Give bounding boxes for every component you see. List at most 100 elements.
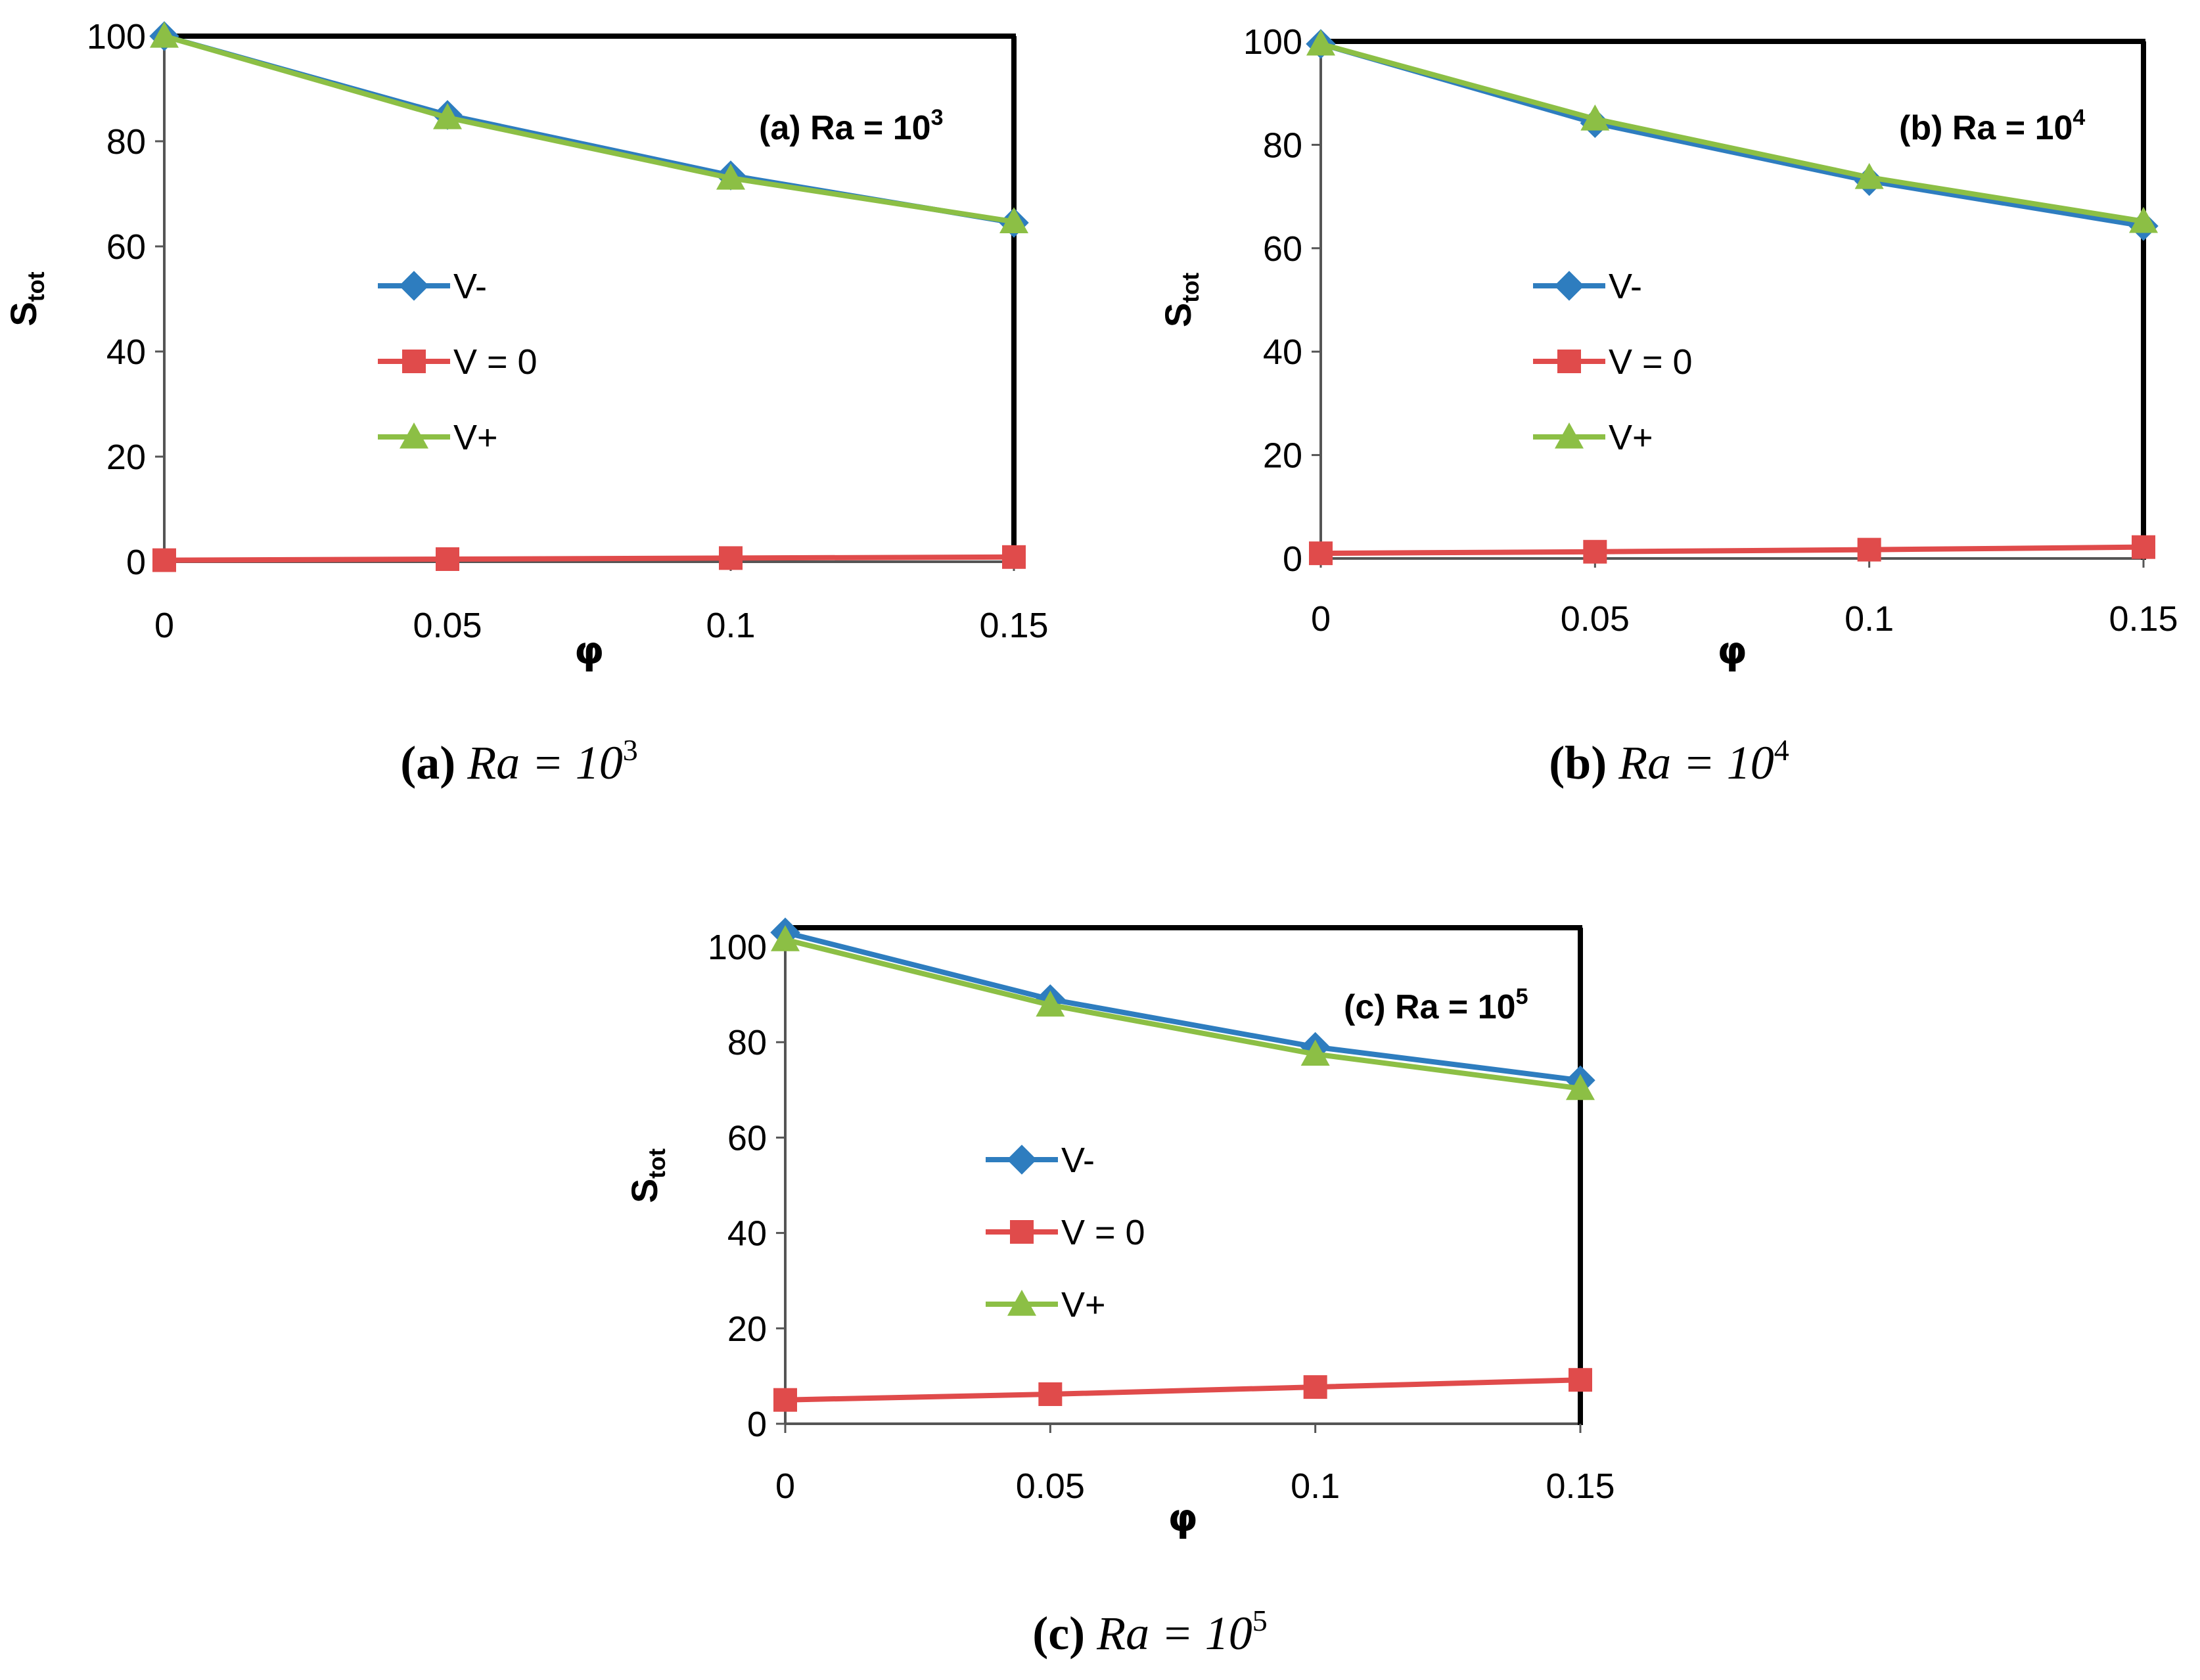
panel-caption-label: (b) bbox=[1549, 737, 1607, 789]
data-point-v-zero bbox=[1002, 545, 1026, 569]
x-tick-label: 0 bbox=[154, 606, 174, 645]
legend-marker bbox=[1010, 1220, 1034, 1244]
panel-annotation-superscript: 4 bbox=[2073, 105, 2085, 130]
y-tick-label: 20 bbox=[106, 438, 146, 477]
x-tick-label: 0.05 bbox=[1016, 1466, 1085, 1506]
y-axis-label: Stot bbox=[3, 271, 49, 326]
panel-caption: (a) Ra = 103 bbox=[400, 733, 638, 789]
y-tick-label: 100 bbox=[87, 17, 146, 57]
y-axis-label: Stot bbox=[624, 1148, 670, 1203]
y-axis-label-subscript: tot bbox=[1177, 273, 1204, 303]
legend-label: V- bbox=[1061, 1141, 1095, 1180]
legend-label: V = 0 bbox=[1609, 342, 1693, 382]
legend-marker bbox=[1555, 422, 1584, 449]
series-line-v-plus bbox=[163, 34, 1015, 225]
y-axis-label: Stot bbox=[1157, 273, 1204, 327]
chart-panel-a: 0 20 40 60 80 100 0 0.05 0.1 0.15 φ Stot (a) Ra = 10… bbox=[3, 17, 1049, 789]
legend-label: V = 0 bbox=[453, 342, 538, 382]
data-point-v-zero bbox=[2132, 535, 2155, 559]
series-line-v-zero bbox=[1320, 544, 2144, 556]
data-point-v-zero bbox=[1857, 537, 1881, 562]
y-tick-label: 100 bbox=[708, 928, 767, 967]
panel-annotation: (c) Ra = 105 bbox=[1344, 984, 1528, 1026]
panel-caption-equation: Ra = 10 bbox=[1618, 737, 1774, 789]
panel-caption-equation: Ra = 10 bbox=[467, 737, 623, 789]
y-tick-label: 80 bbox=[106, 122, 146, 162]
panel-caption-superscript: 3 bbox=[623, 733, 638, 767]
legend-label: V- bbox=[1609, 267, 1642, 306]
data-point-v-plus bbox=[1566, 1074, 1595, 1101]
panel-annotation-text: (c) Ra = 10 bbox=[1344, 988, 1516, 1026]
x-tick-label: 0.1 bbox=[1291, 1466, 1340, 1506]
x-tick-label: 0.15 bbox=[2109, 599, 2178, 639]
legend-label: V+ bbox=[453, 418, 498, 457]
y-tick-label: 0 bbox=[1283, 539, 1302, 579]
data-point-v-plus bbox=[2129, 206, 2158, 233]
legend-marker bbox=[402, 350, 426, 373]
y-tick-label: 80 bbox=[727, 1023, 767, 1062]
y-tick-label: 80 bbox=[1263, 125, 1302, 165]
y-axis-label-main: S bbox=[624, 1179, 665, 1203]
legend-label: V- bbox=[453, 267, 487, 306]
data-point-v-zero bbox=[1309, 541, 1333, 566]
y-axis-label-subscript: tot bbox=[22, 271, 49, 302]
x-tick-label: 0.05 bbox=[1561, 599, 1630, 639]
legend-marker bbox=[400, 422, 428, 449]
x-tick-label: 0.15 bbox=[1546, 1466, 1615, 1506]
y-tick-label: 0 bbox=[126, 543, 146, 582]
y-tick-label: 40 bbox=[727, 1214, 767, 1254]
series-line-v-zero bbox=[164, 554, 1015, 563]
data-point-v-zero bbox=[152, 548, 176, 572]
y-tick-label: 40 bbox=[1263, 332, 1302, 372]
legend-marker bbox=[1557, 350, 1581, 373]
y-tick-label: 20 bbox=[1263, 436, 1302, 476]
panel-annotation-superscript: 3 bbox=[931, 105, 944, 130]
panel-annotation-superscript: 5 bbox=[1516, 984, 1528, 1009]
x-tick-label: 0.1 bbox=[706, 606, 755, 645]
data-point-v-plus bbox=[716, 164, 745, 190]
panel-annotation-text: (a) Ra = 10 bbox=[759, 109, 931, 147]
series-line-v-plus bbox=[785, 937, 1581, 1091]
data-point-v-plus bbox=[771, 925, 800, 951]
data-point-v-zero bbox=[1583, 539, 1607, 564]
legend-label: V = 0 bbox=[1061, 1213, 1145, 1252]
data-point-v-plus bbox=[433, 103, 462, 129]
y-axis-label-main: S bbox=[1157, 303, 1199, 327]
panel-caption-equation: Ra = 10 bbox=[1096, 1607, 1252, 1660]
data-point-v-zero bbox=[436, 547, 459, 571]
x-axis-label: φ bbox=[1717, 628, 1747, 673]
data-point-v-plus bbox=[1036, 990, 1065, 1017]
legend-marker bbox=[1007, 1290, 1036, 1316]
x-axis-label: φ bbox=[1168, 1495, 1197, 1540]
data-point-v-zero bbox=[1569, 1368, 1592, 1392]
y-axis-label-main: S bbox=[3, 302, 44, 326]
panel-caption: (c) Ra = 105 bbox=[1032, 1604, 1268, 1660]
panel-caption-superscript: 4 bbox=[1774, 733, 1789, 767]
panel-annotation-text: (b) Ra = 10 bbox=[1899, 109, 2073, 147]
data-point-v-zero bbox=[1303, 1375, 1327, 1399]
panel-annotation: (a) Ra = 103 bbox=[759, 105, 944, 147]
chart-panel-b: 0 20 40 60 80 100 0 0.05 0.1 0.15 φ Stot (b) Ra = 10… bbox=[1157, 22, 2178, 789]
y-tick-label: 100 bbox=[1243, 22, 1302, 62]
data-point-v-plus bbox=[1580, 104, 1610, 131]
legend-marker bbox=[1554, 271, 1584, 301]
panel-caption-label: (c) bbox=[1032, 1607, 1085, 1660]
data-point-v-plus bbox=[1306, 29, 1335, 56]
panel-annotation: (b) Ra = 104 bbox=[1899, 105, 2085, 147]
data-point-v-zero bbox=[719, 546, 743, 570]
data-point-v-plus bbox=[1300, 1039, 1330, 1066]
series-line-v-plus bbox=[1319, 41, 2144, 224]
panel-caption-label: (a) bbox=[400, 737, 455, 789]
data-point-v-plus bbox=[1854, 162, 1884, 189]
panel-caption: (b) Ra = 104 bbox=[1549, 733, 1789, 789]
y-tick-label: 0 bbox=[747, 1405, 767, 1444]
legend-marker bbox=[399, 271, 429, 301]
x-tick-label: 0.15 bbox=[979, 606, 1048, 645]
chart-panel-c: 0 20 40 60 80 100 0 0.05 0.1 0.15 φ Stot (c) Ra = 10… bbox=[624, 917, 1615, 1660]
y-tick-label: 60 bbox=[1263, 229, 1302, 269]
x-tick-label: 0 bbox=[775, 1466, 795, 1506]
legend-label: V+ bbox=[1061, 1285, 1106, 1325]
series-line-v-minus bbox=[785, 930, 1581, 1083]
y-tick-label: 60 bbox=[727, 1118, 767, 1158]
